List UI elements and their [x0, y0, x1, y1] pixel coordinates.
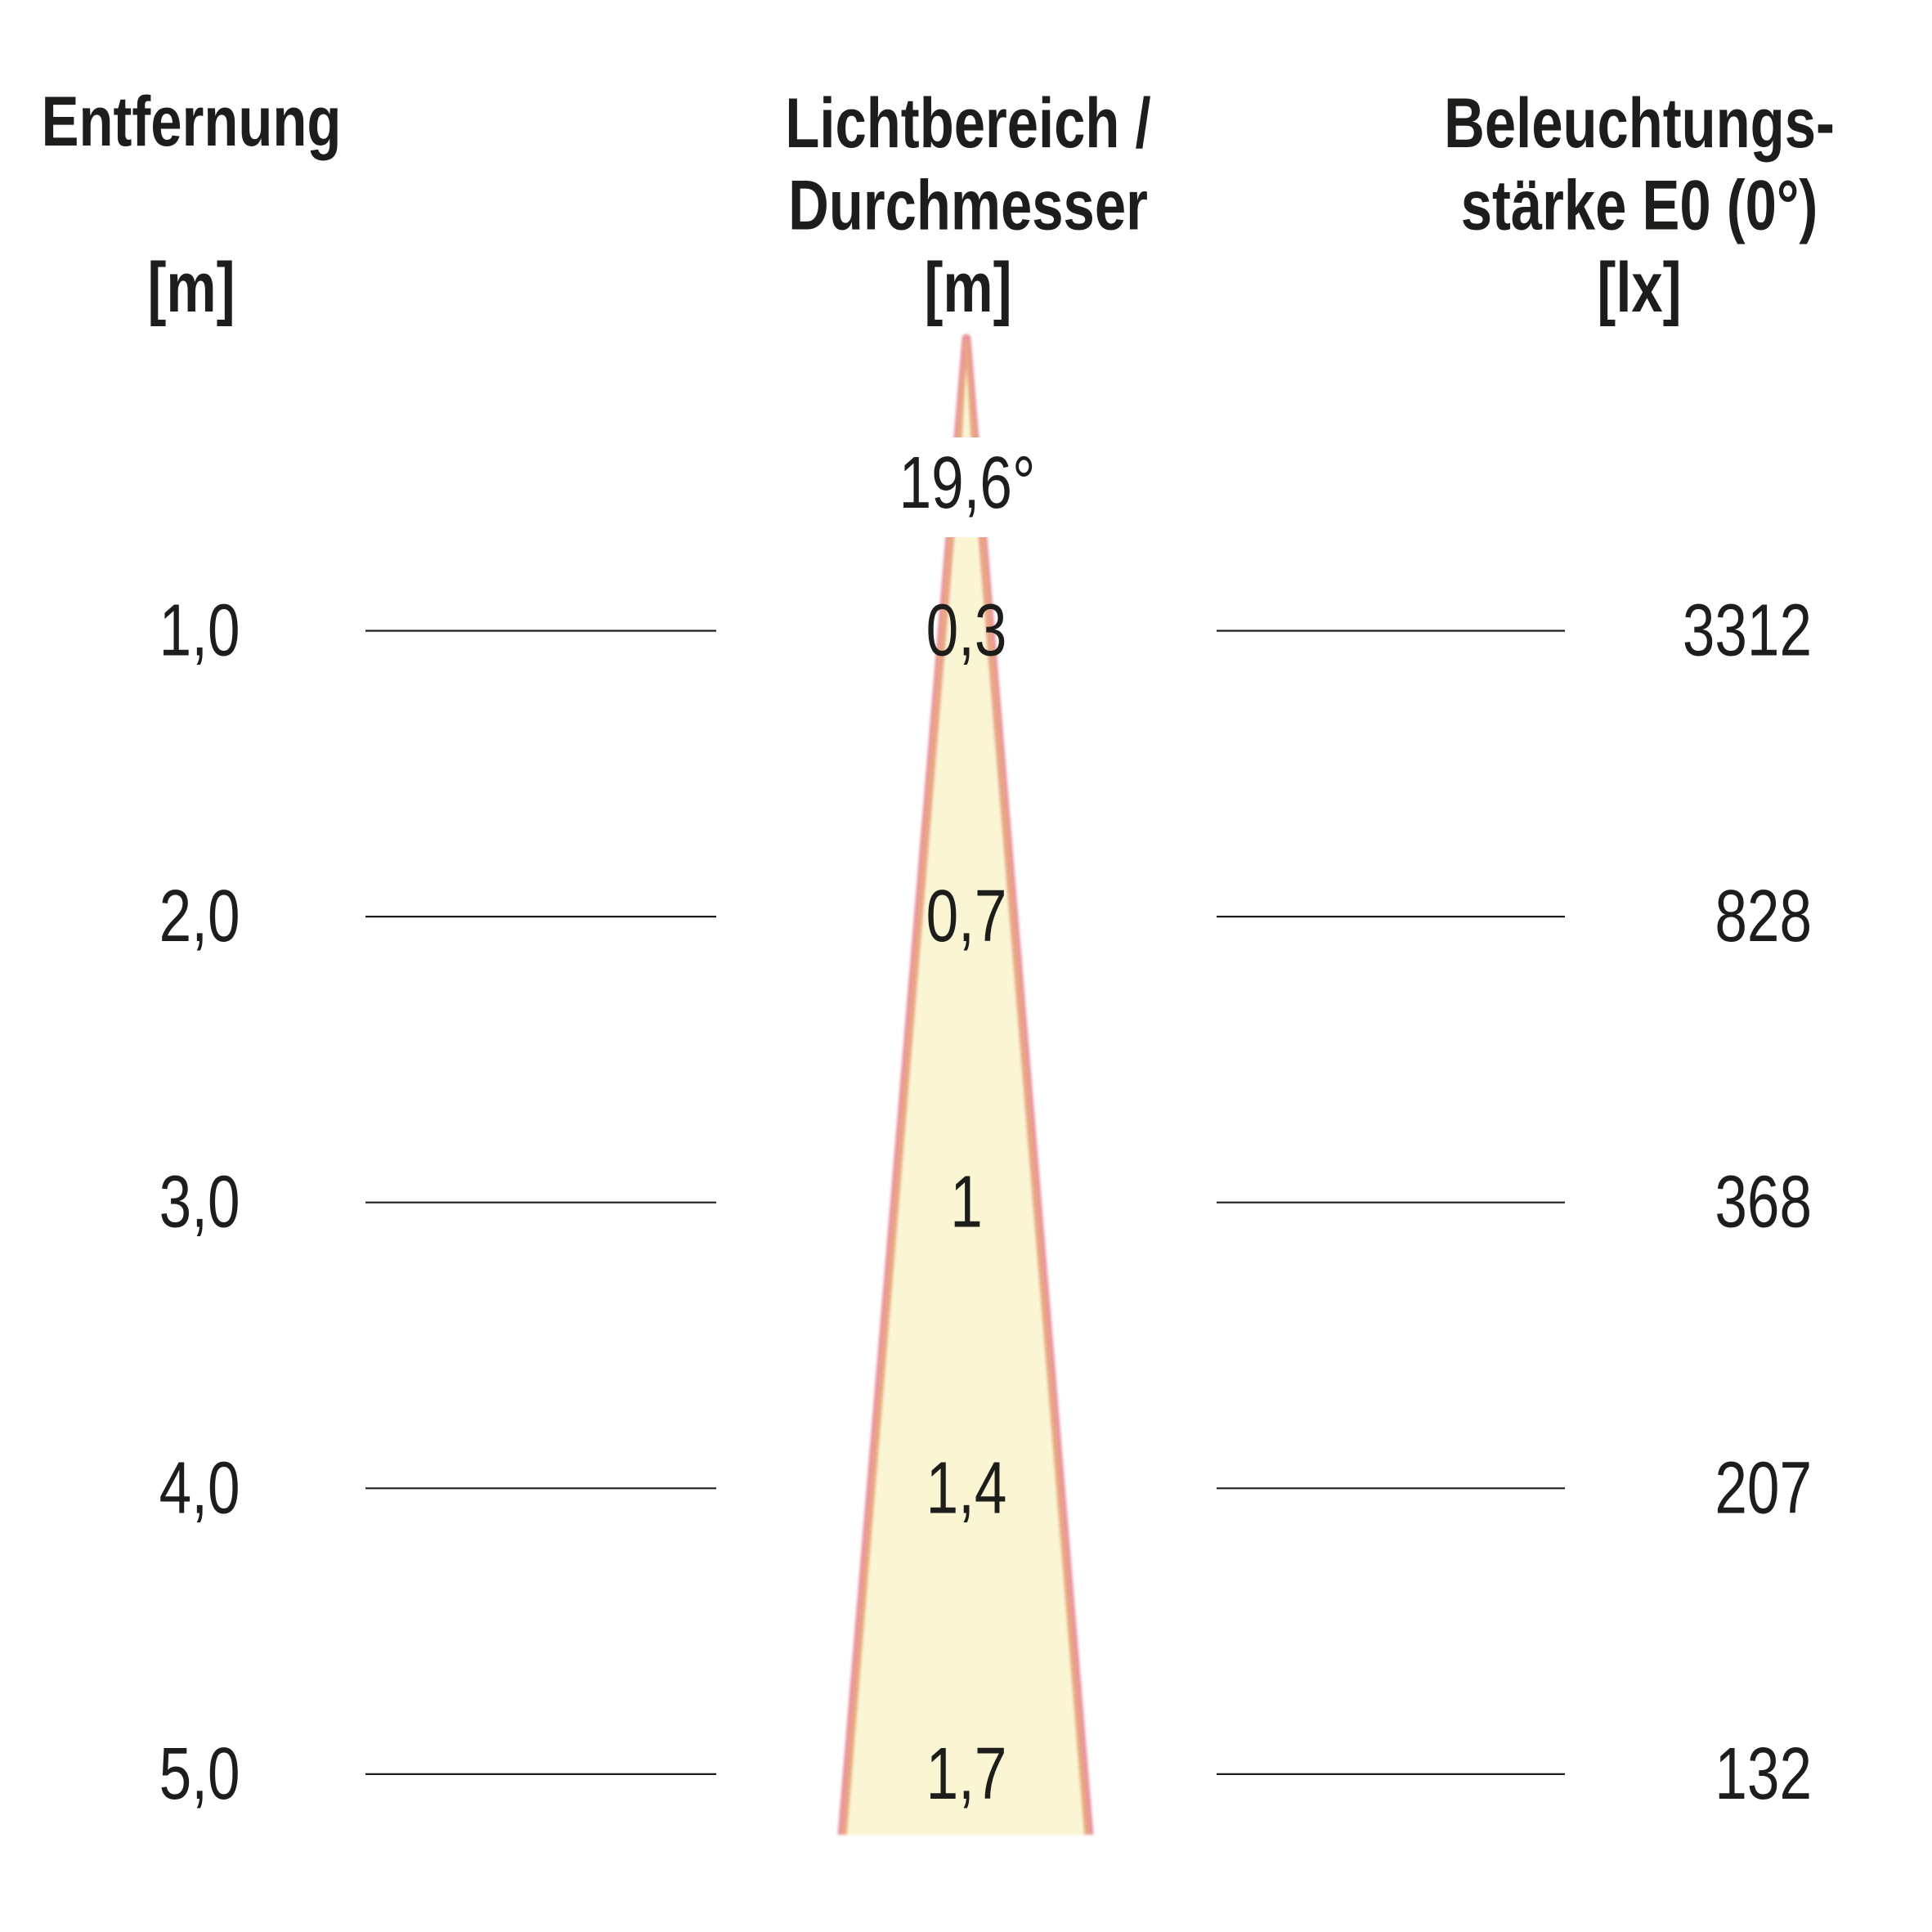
svg-text:2,0: 2,0	[159, 876, 240, 957]
svg-text:1,0: 1,0	[159, 590, 240, 672]
svg-text:1: 1	[950, 1162, 983, 1244]
svg-text:368: 368	[1715, 1162, 1812, 1244]
svg-text:5,0: 5,0	[159, 1733, 240, 1815]
svg-text:132: 132	[1715, 1733, 1812, 1815]
svg-text:[m]: [m]	[148, 249, 235, 327]
svg-text:Entfernung: Entfernung	[42, 83, 342, 161]
svg-text:19,6°: 19,6°	[899, 442, 1036, 524]
svg-text:4,0: 4,0	[159, 1447, 240, 1529]
svg-text:[m]: [m]	[925, 249, 1012, 327]
svg-text:[lx]: [lx]	[1597, 249, 1681, 327]
svg-text:Lichtbereich /: Lichtbereich /	[785, 84, 1150, 163]
svg-text:1,7: 1,7	[926, 1733, 1007, 1815]
svg-text:Durchmesser: Durchmesser	[788, 166, 1148, 244]
svg-text:Beleuchtungs-: Beleuchtungs-	[1444, 84, 1835, 163]
svg-text:3,0: 3,0	[159, 1162, 240, 1244]
svg-text:stärke E0 (0°): stärke E0 (0°)	[1461, 166, 1818, 244]
svg-text:0,7: 0,7	[926, 876, 1007, 957]
svg-text:1,4: 1,4	[926, 1447, 1007, 1529]
svg-text:0,3: 0,3	[926, 590, 1007, 672]
svg-text:828: 828	[1715, 876, 1812, 957]
svg-text:207: 207	[1715, 1447, 1812, 1529]
svg-text:3312: 3312	[1683, 590, 1812, 672]
